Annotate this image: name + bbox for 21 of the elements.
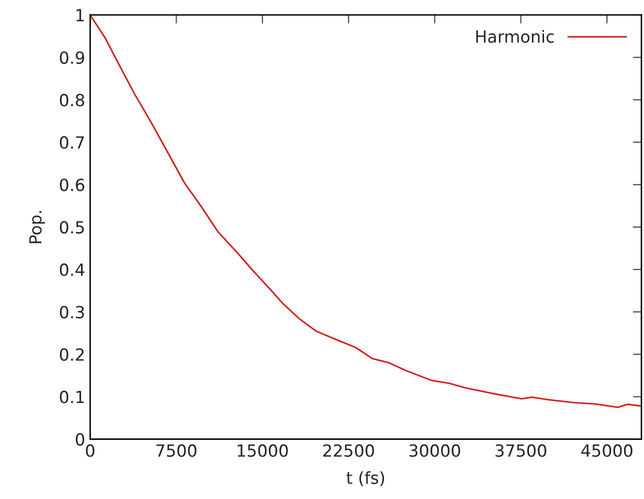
x-tick-label: 7500 (156, 444, 196, 457)
x-tick-label: 22500 (323, 444, 374, 457)
y-tick-label: 0 (76, 433, 84, 446)
x-tick-label: 30000 (409, 444, 460, 457)
x-tick-label: 0 (86, 444, 94, 457)
x-axis-title: t (fs) (346, 471, 384, 486)
legend-label: Harmonic (476, 30, 554, 43)
y-tick-label: 0.1 (60, 390, 84, 404)
y-tick-label: 0.7 (60, 136, 84, 149)
y-tick-label: 0.3 (60, 306, 84, 318)
y-tick-label: 0.9 (60, 51, 84, 64)
x-tick-label: 37500 (496, 444, 546, 457)
y-tick-label: 0.4 (60, 263, 84, 276)
y-tick-label: 0.5 (60, 221, 84, 234)
y-tick-label: 0.2 (60, 348, 84, 361)
y-axis-title: Pop. (29, 211, 45, 244)
y-tick-label: 1 (76, 9, 84, 22)
y-tick-label: 0.8 (60, 94, 84, 106)
x-tick-label: 45000 (581, 444, 632, 457)
y-tick-label: 0.6 (60, 178, 84, 192)
x-tick-label: 15000 (238, 444, 288, 457)
